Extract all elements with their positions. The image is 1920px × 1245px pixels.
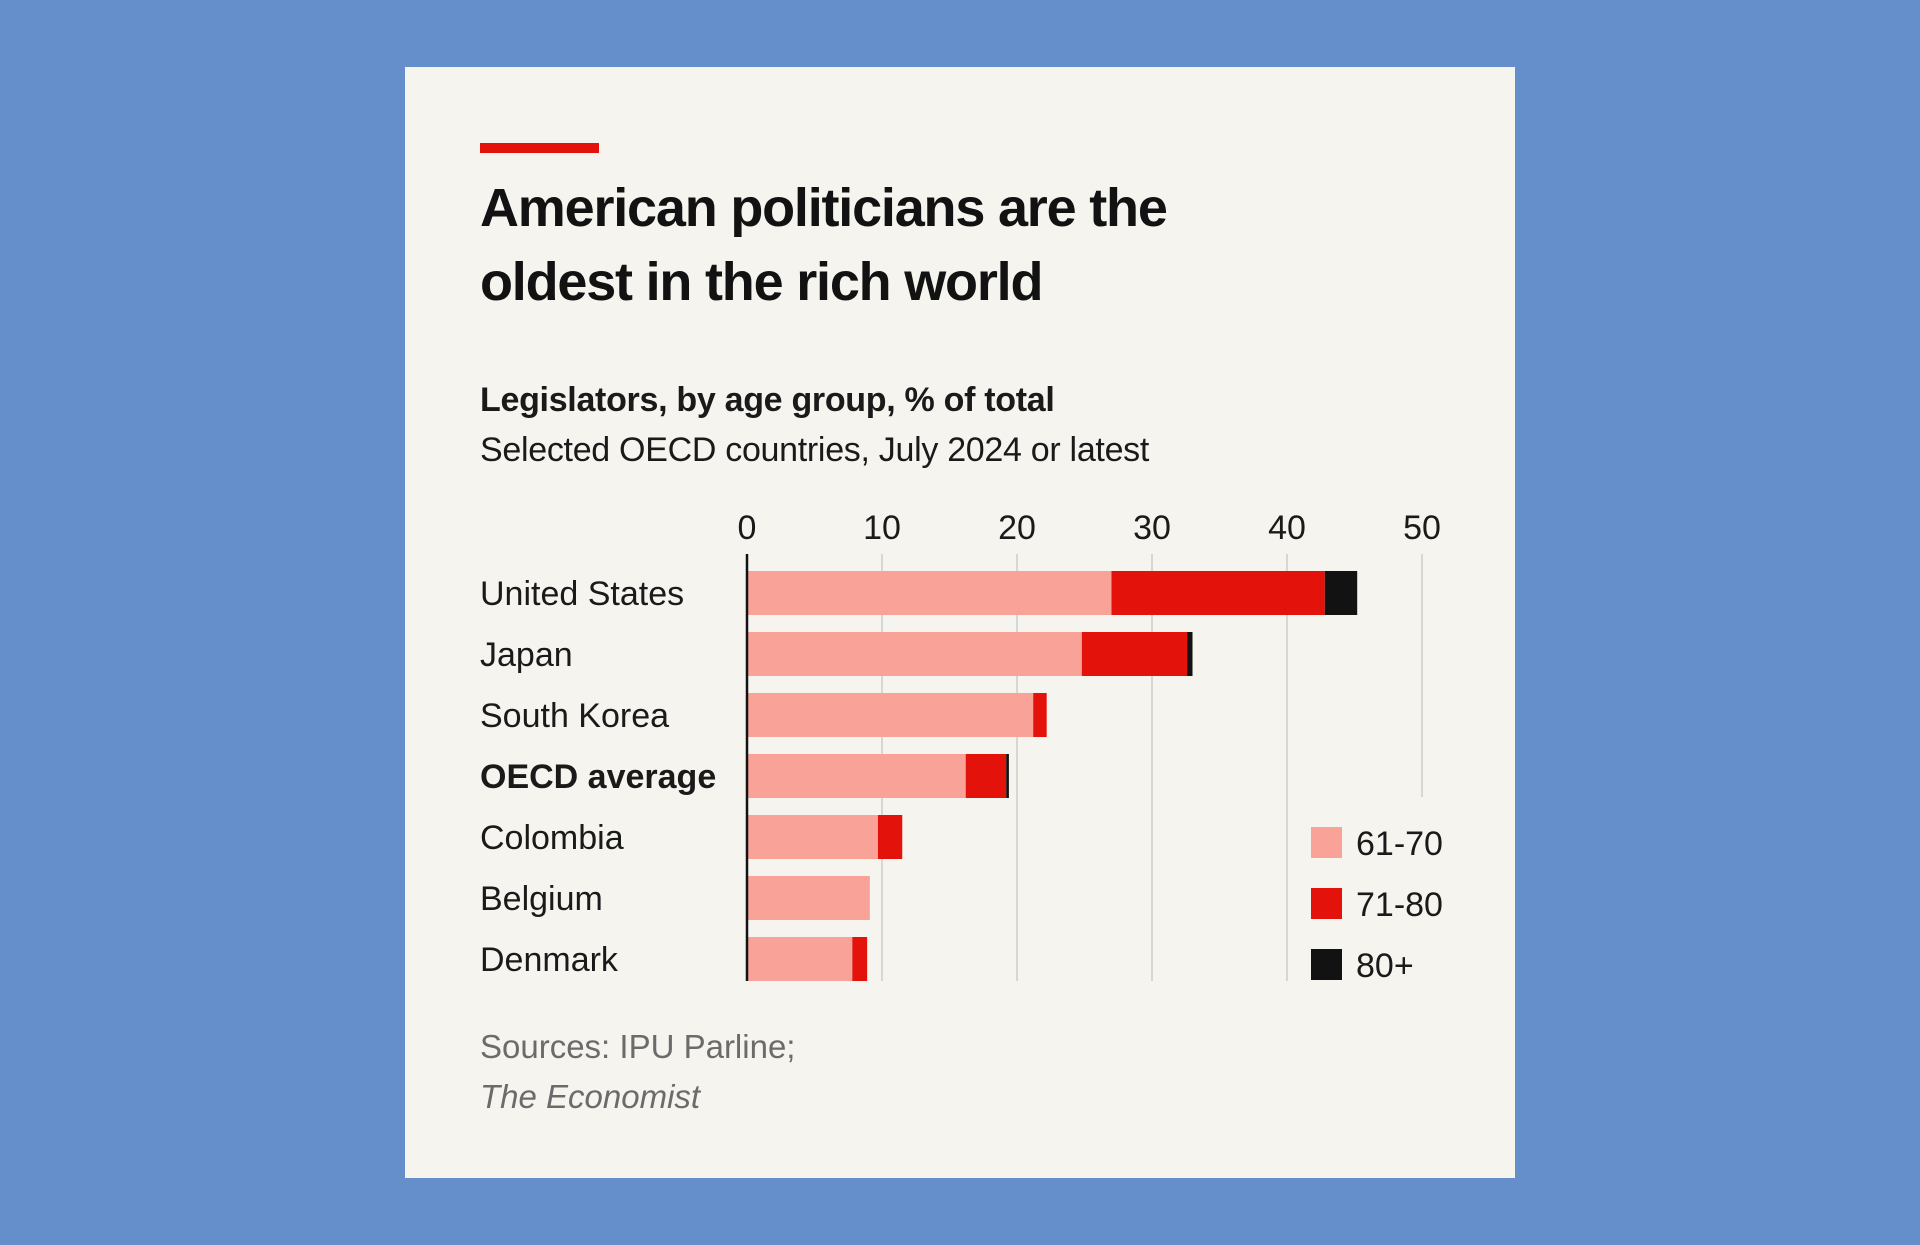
x-tick-label-20: 20 — [998, 509, 1036, 547]
accent-bar — [480, 143, 599, 153]
bar-south-korea-71-80 — [1033, 693, 1047, 737]
bar-oecd-average-61-70 — [747, 754, 966, 798]
bar-colombia-71-80 — [877, 815, 903, 859]
bar-united-states-61-70 — [747, 571, 1112, 615]
category-label-japan: Japan — [480, 636, 573, 674]
x-tick-label-30: 30 — [1133, 509, 1171, 547]
category-label-belgium: Belgium — [480, 880, 603, 918]
chart-subtitle: Legislators, by age group, % of total — [480, 381, 1055, 419]
legend-label-61-70: 61-70 — [1356, 825, 1443, 863]
category-label-denmark: Denmark — [480, 941, 619, 979]
bar-japan-80plus — [1187, 632, 1193, 676]
x-tick-label-40: 40 — [1268, 509, 1306, 547]
bar-chart: 0 10 20 30 40 50 United States Japan South Korea… — [480, 509, 1443, 985]
bar-united-states-80plus — [1324, 571, 1358, 615]
source-line-2: The Economist — [480, 1078, 701, 1115]
source-line-1: Sources: IPU Parline; — [480, 1028, 796, 1065]
chart-card: American politicians are the oldest in t… — [405, 67, 1515, 1178]
chart-title-line-1: American politicians are the — [480, 178, 1168, 238]
x-tick-label-0: 0 — [738, 509, 757, 547]
x-tick-label-50: 50 — [1403, 509, 1441, 547]
bar-denmark-71-80 — [852, 937, 868, 981]
bar-oecd-average-71-80 — [965, 754, 1007, 798]
chart-title: American politicians are the oldest in t… — [480, 171, 1380, 319]
bar-united-states-71-80 — [1111, 571, 1325, 615]
x-tick-label-10: 10 — [863, 509, 901, 547]
bar-south-korea-61-70 — [747, 693, 1034, 737]
legend-swatch-61-70 — [1311, 827, 1342, 858]
category-label-colombia: Colombia — [480, 819, 624, 857]
chart-title-line-2: oldest in the rich world — [480, 252, 1043, 312]
bar-denmark-61-70 — [747, 937, 853, 981]
bar-oecd-average-80plus — [1006, 754, 1009, 798]
bar-colombia-61-70 — [747, 815, 878, 859]
category-label-oecd-average: OECD average — [480, 758, 716, 796]
legend-label-71-80: 71-80 — [1356, 886, 1443, 924]
bar-belgium-61-70 — [747, 876, 870, 920]
legend-swatch-80plus — [1311, 949, 1342, 980]
legend-label-80plus: 80+ — [1356, 947, 1414, 985]
bar-japan-71-80 — [1081, 632, 1188, 676]
bar-japan-61-70 — [747, 632, 1082, 676]
source-note: Sources: IPU Parline; The Economist — [480, 1022, 795, 1122]
legend-swatch-71-80 — [1311, 888, 1342, 919]
category-label-united-states: United States — [480, 575, 684, 613]
category-label-south-korea: South Korea — [480, 697, 669, 735]
chart-subtitle-secondary: Selected OECD countries, July 2024 or la… — [480, 431, 1150, 469]
